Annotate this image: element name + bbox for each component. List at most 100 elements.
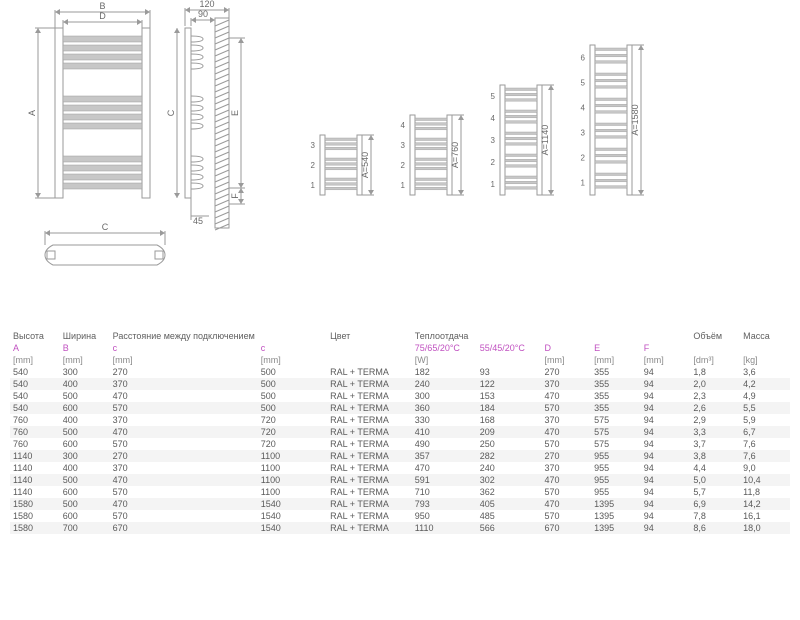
- table-cell: 1100: [258, 474, 327, 486]
- table-row: 760400370720RAL + TERMA330168370575942,9…: [10, 414, 790, 426]
- table-header-cell: [mm]: [10, 354, 60, 366]
- table-cell: 1395: [591, 522, 641, 534]
- table-row: 11403002701100RAL + TERMA357282270955943…: [10, 450, 790, 462]
- table-cell: 540: [10, 390, 60, 402]
- table-header-row-3: [mm][mm][mm][mm][W][mm][mm][mm][dm³][kg]: [10, 354, 790, 366]
- table-cell: 355: [591, 366, 641, 378]
- table-header-cell: [mm]: [641, 354, 691, 366]
- table-cell: 470: [412, 462, 477, 474]
- table-row: 540500470500RAL + TERMA300153470355942,3…: [10, 390, 790, 402]
- table-cell: 1100: [258, 486, 327, 498]
- table-cell: 355: [591, 402, 641, 414]
- table-cell: 94: [641, 462, 691, 474]
- table-cell: 955: [591, 462, 641, 474]
- table-header-cell: [mm]: [591, 354, 641, 366]
- table-cell: 4,2: [740, 378, 790, 390]
- table-row: 540600570500RAL + TERMA360184570355942,6…: [10, 402, 790, 414]
- svg-text:4: 4: [401, 121, 406, 130]
- svg-text:5: 5: [581, 79, 586, 88]
- table-cell: 9,0: [740, 462, 790, 474]
- svg-text:4: 4: [491, 114, 496, 123]
- table-header-cell: [mm]: [60, 354, 110, 366]
- table-header-cell: c: [110, 342, 258, 354]
- svg-text:6: 6: [581, 54, 586, 63]
- table-cell: 570: [110, 402, 258, 414]
- table-header-cell: E: [591, 342, 641, 354]
- table-header-cell: F: [641, 342, 691, 354]
- table-header-row-2: ABcc75/65/20°C55/45/20°CDEF: [10, 342, 790, 354]
- table-header-cell: [mm]: [110, 354, 258, 366]
- table-cell: 5,0: [690, 474, 740, 486]
- table-cell: RAL + TERMA: [327, 474, 412, 486]
- table-cell: 575: [591, 414, 641, 426]
- table-cell: 302: [477, 474, 542, 486]
- svg-text:3: 3: [401, 141, 406, 150]
- table-cell: 1100: [258, 462, 327, 474]
- table-cell: 3,6: [740, 366, 790, 378]
- svg-text:A=760: A=760: [450, 142, 460, 168]
- table-cell: 1395: [591, 510, 641, 522]
- table-header-cell: Ширина: [60, 330, 110, 342]
- table-cell: 270: [110, 366, 258, 378]
- svg-text:90: 90: [198, 9, 208, 19]
- table-cell: 570: [541, 510, 591, 522]
- table-cell: RAL + TERMA: [327, 414, 412, 426]
- svg-text:A: A: [27, 110, 37, 116]
- table-cell: 3,7: [690, 438, 740, 450]
- table-cell: 370: [110, 378, 258, 390]
- table-cell: 94: [641, 438, 691, 450]
- table-header-cell: Объём: [690, 330, 740, 342]
- svg-text:1: 1: [401, 181, 406, 190]
- table-cell: 470: [541, 390, 591, 402]
- svg-text:45: 45: [193, 216, 203, 226]
- table-header-cell: Теплоотдача: [412, 330, 477, 342]
- table-cell: 94: [641, 522, 691, 534]
- table-cell: 540: [10, 402, 60, 414]
- svg-text:2: 2: [581, 154, 586, 163]
- table-cell: 4,4: [690, 462, 740, 474]
- table-cell: 370: [541, 462, 591, 474]
- svg-text:A=1580: A=1580: [630, 104, 640, 135]
- table-cell: 570: [541, 402, 591, 414]
- svg-text:1: 1: [581, 179, 586, 188]
- table-cell: 4,9: [740, 390, 790, 402]
- table-cell: 282: [477, 450, 542, 462]
- table-header-cell: [mm]: [541, 354, 591, 366]
- table-cell: 600: [60, 486, 110, 498]
- table-header-cell: 75/65/20°C: [412, 342, 477, 354]
- table-cell: 168: [477, 414, 542, 426]
- svg-text:3: 3: [311, 141, 316, 150]
- table-header-cell: [258, 330, 327, 342]
- table-cell: 485: [477, 510, 542, 522]
- table-row: 11404003701100RAL + TERMA470240370955944…: [10, 462, 790, 474]
- table-cell: 500: [60, 474, 110, 486]
- svg-text:F: F: [230, 193, 240, 199]
- table-header-cell: [541, 330, 591, 342]
- table-cell: RAL + TERMA: [327, 510, 412, 522]
- table-cell: 184: [477, 402, 542, 414]
- table-cell: 5,9: [740, 414, 790, 426]
- table-cell: 1140: [10, 450, 60, 462]
- table-row: 15807006701540RAL + TERMA111056667013959…: [10, 522, 790, 534]
- table-cell: 7,8: [690, 510, 740, 522]
- table-cell: 670: [541, 522, 591, 534]
- table-cell: 94: [641, 378, 691, 390]
- table-cell: 500: [258, 378, 327, 390]
- table-header-cell: [327, 354, 412, 366]
- table-cell: 793: [412, 498, 477, 510]
- table-row: 540400370500RAL + TERMA240122370355942,0…: [10, 378, 790, 390]
- table-cell: 575: [591, 438, 641, 450]
- table-cell: 1580: [10, 522, 60, 534]
- technical-diagram: BDA12090CEF45C321A=5404321A=76054321A=11…: [0, 0, 800, 310]
- table-cell: 500: [60, 390, 110, 402]
- table-cell: 570: [110, 486, 258, 498]
- table-cell: 591: [412, 474, 477, 486]
- table-cell: RAL + TERMA: [327, 522, 412, 534]
- table-cell: 250: [477, 438, 542, 450]
- table-header-cell: B: [60, 342, 110, 354]
- table-header-cell: [591, 330, 641, 342]
- table-cell: 300: [60, 450, 110, 462]
- table-cell: 240: [412, 378, 477, 390]
- svg-text:D: D: [99, 11, 106, 21]
- table-cell: 300: [60, 366, 110, 378]
